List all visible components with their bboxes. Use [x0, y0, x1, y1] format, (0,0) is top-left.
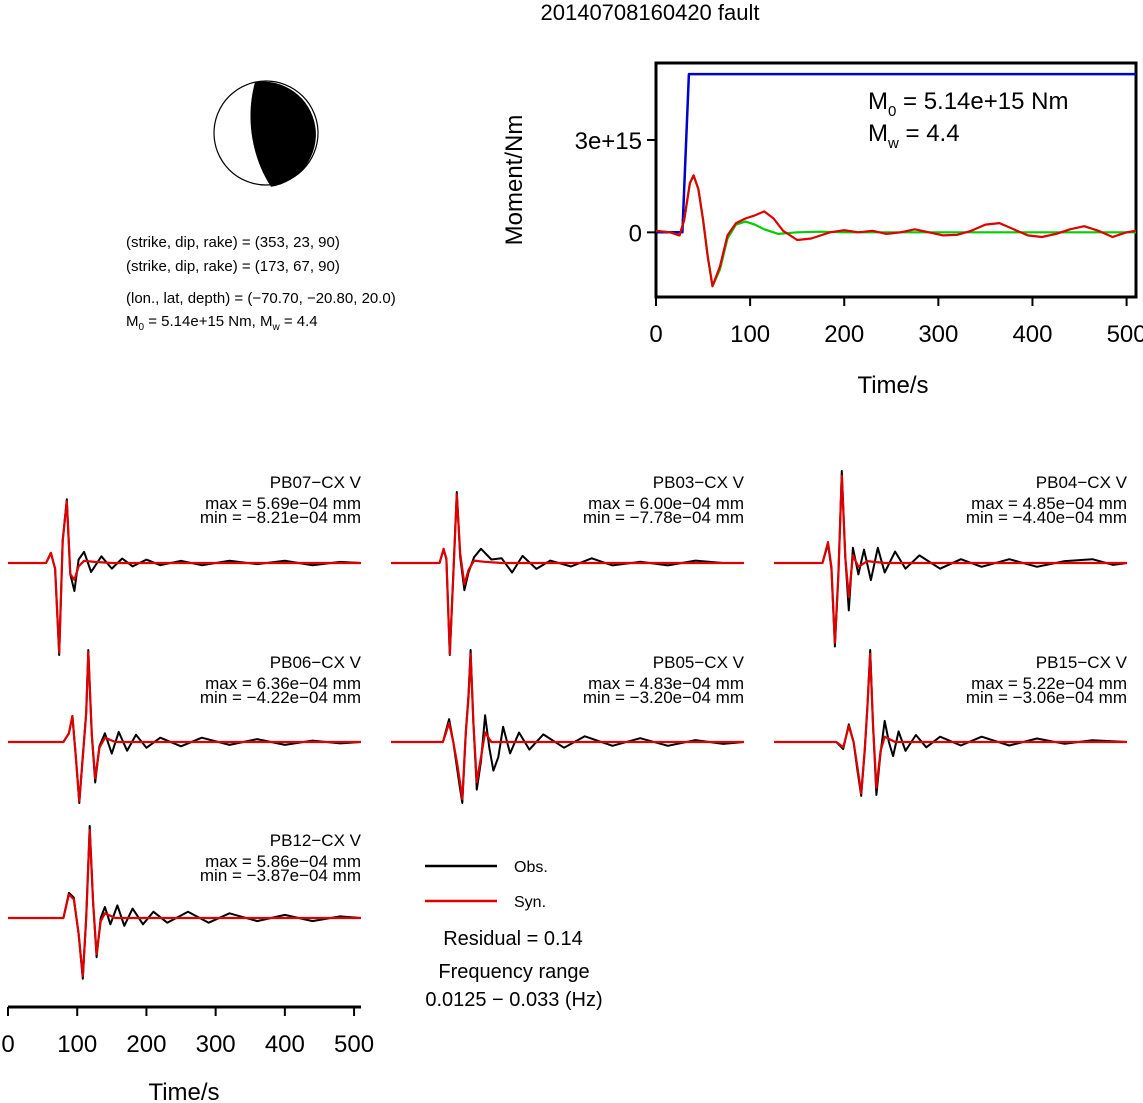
moment-x-tick-label: 400 — [1012, 321, 1052, 348]
frequency-range-value: 0.0125 − 0.033 (Hz) — [425, 989, 602, 1011]
waveform-x-tick-label: 400 — [265, 1031, 305, 1058]
moment-magnitude-line: M0 = 5.14e+15 Nm, Mw = 4.4 — [126, 313, 318, 333]
legend-syn-label: Syn. — [514, 894, 546, 911]
nodal-plane-2: (strike, dip, rake) = (173, 67, 90) — [126, 258, 340, 275]
waveform-x-tick-label: 0 — [1, 1031, 14, 1058]
beach-ball — [213, 80, 319, 187]
synthetic-waveform — [774, 652, 1127, 795]
moment-y-tick-label: 3e+15 — [575, 128, 642, 155]
station-label: PB15−CX V — [1036, 653, 1128, 672]
waveform-legend: Obs. Syn. — [425, 859, 548, 911]
synthetic-waveform — [391, 493, 744, 656]
hypocenter-location: (lon., lat, depth) = (−70.70, −20.80, 20… — [126, 290, 396, 307]
station-label: PB03−CX V — [653, 473, 745, 492]
waveform-x-tick-label: 300 — [196, 1031, 236, 1058]
observed-waveform — [8, 649, 362, 804]
synthetic-waveform — [774, 474, 1127, 644]
max-amplitude-label: max = 4.85e−04 mm — [971, 494, 1127, 513]
moment-rate-axes: 0 100 200 300 400 500 0 3e+15 — [575, 128, 1143, 348]
min-amplitude-label: min = −4.40e−04 mm — [966, 508, 1127, 527]
synthetic-waveform — [8, 829, 361, 978]
station-label: PB05−CX V — [653, 653, 745, 672]
mw-annotation: Mw = 4.4 — [868, 120, 960, 152]
moment-x-tick-label: 500 — [1107, 321, 1143, 348]
observed-waveform — [391, 649, 745, 804]
moment-y-axis-label: Moment/Nm — [501, 115, 528, 246]
waveform-x-tick-label: 100 — [57, 1031, 97, 1058]
max-amplitude-label: max = 5.86e−04 mm — [205, 852, 361, 871]
residual-value: Residual = 0.14 — [443, 928, 583, 950]
waveform-x-tick-label: 500 — [334, 1031, 374, 1058]
synthetic-waveform — [8, 651, 361, 803]
min-amplitude-label: min = −3.06e−04 mm — [966, 688, 1127, 707]
moment-x-tick-label: 300 — [918, 321, 958, 348]
max-amplitude-label: max = 6.00e−04 mm — [588, 494, 744, 513]
max-amplitude-label: max = 5.69e−04 mm — [205, 494, 361, 513]
moment-x-tick-label: 200 — [824, 321, 864, 348]
waveform-time-axis: 0 100 200 300 400 500 — [1, 1005, 374, 1058]
moment-y-tick-label: 0 — [629, 220, 642, 247]
station-label: PB12−CX V — [270, 831, 362, 850]
max-amplitude-label: max = 5.22e−04 mm — [971, 674, 1127, 693]
min-amplitude-label: min = −7.78e−04 mm — [583, 508, 744, 527]
min-amplitude-label: min = −4.22e−04 mm — [200, 688, 361, 707]
m0-annotation: M0 = 5.14e+15 Nm — [868, 88, 1068, 120]
synthetic-waveform — [8, 500, 361, 654]
max-amplitude-label: max = 6.36e−04 mm — [205, 674, 361, 693]
min-amplitude-label: min = −3.87e−04 mm — [200, 866, 361, 885]
moment-rate-frame — [654, 61, 1138, 299]
frequency-range-title: Frequency range — [438, 961, 589, 983]
figure-title: 20140708160420 fault — [541, 0, 760, 25]
station-label: PB07−CX V — [270, 473, 362, 492]
moment-x-tick-label: 100 — [730, 321, 770, 348]
beach-ball-compression-quadrant — [250, 81, 316, 187]
waveform-x-axis-label: Time/s — [148, 1079, 219, 1103]
moment-rate-series — [655, 72, 1137, 288]
max-amplitude-label: max = 4.83e−04 mm — [588, 674, 744, 693]
legend-obs-label: Obs. — [514, 859, 548, 876]
synthetic-waveform — [391, 653, 744, 801]
station-label: PB06−CX V — [270, 653, 362, 672]
moment-x-tick-label: 0 — [649, 321, 662, 348]
nodal-plane-1: (strike, dip, rake) = (353, 23, 90) — [126, 234, 340, 251]
station-label: PB04−CX V — [1036, 473, 1128, 492]
waveform-x-tick-label: 200 — [126, 1031, 166, 1058]
min-amplitude-label: min = −3.20e−04 mm — [583, 688, 744, 707]
moment-x-axis-label: Time/s — [857, 372, 928, 399]
min-amplitude-label: min = −8.21e−04 mm — [200, 508, 361, 527]
moment-rate-red-line — [655, 174, 1137, 288]
mechanism-info: (strike, dip, rake) = (353, 23, 90) (str… — [126, 234, 396, 333]
